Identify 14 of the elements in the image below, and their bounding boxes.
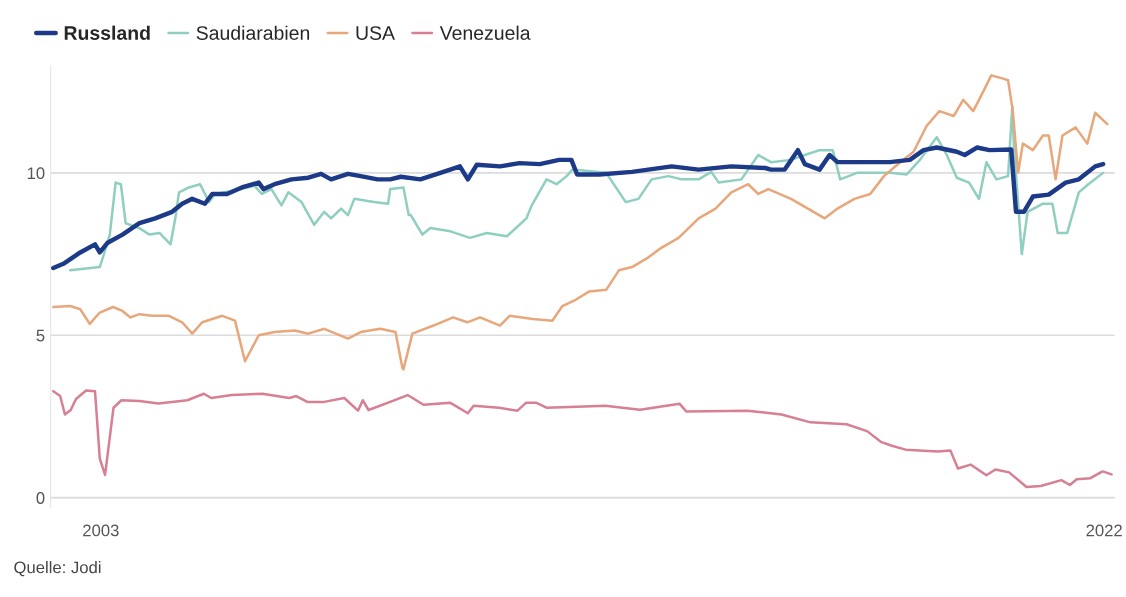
legend-label: Venezuela xyxy=(439,25,531,40)
legend-label: USA xyxy=(356,26,395,40)
line-series xyxy=(52,74,1109,371)
line-series xyxy=(52,389,1113,489)
line-series xyxy=(68,105,1105,272)
x-tick-label: 2022 xyxy=(1086,524,1122,537)
y-tick-label: 10 xyxy=(27,167,45,180)
y-tick-label: 0 xyxy=(36,492,45,504)
legend-label: Saudiarabien xyxy=(196,25,310,40)
x-tick-label: 2003 xyxy=(83,524,119,537)
legend-label: Russland xyxy=(64,25,150,40)
source-note: Quelle: Jodi xyxy=(14,561,101,577)
line-series xyxy=(51,145,1106,271)
y-tick-label: 5 xyxy=(36,329,45,342)
